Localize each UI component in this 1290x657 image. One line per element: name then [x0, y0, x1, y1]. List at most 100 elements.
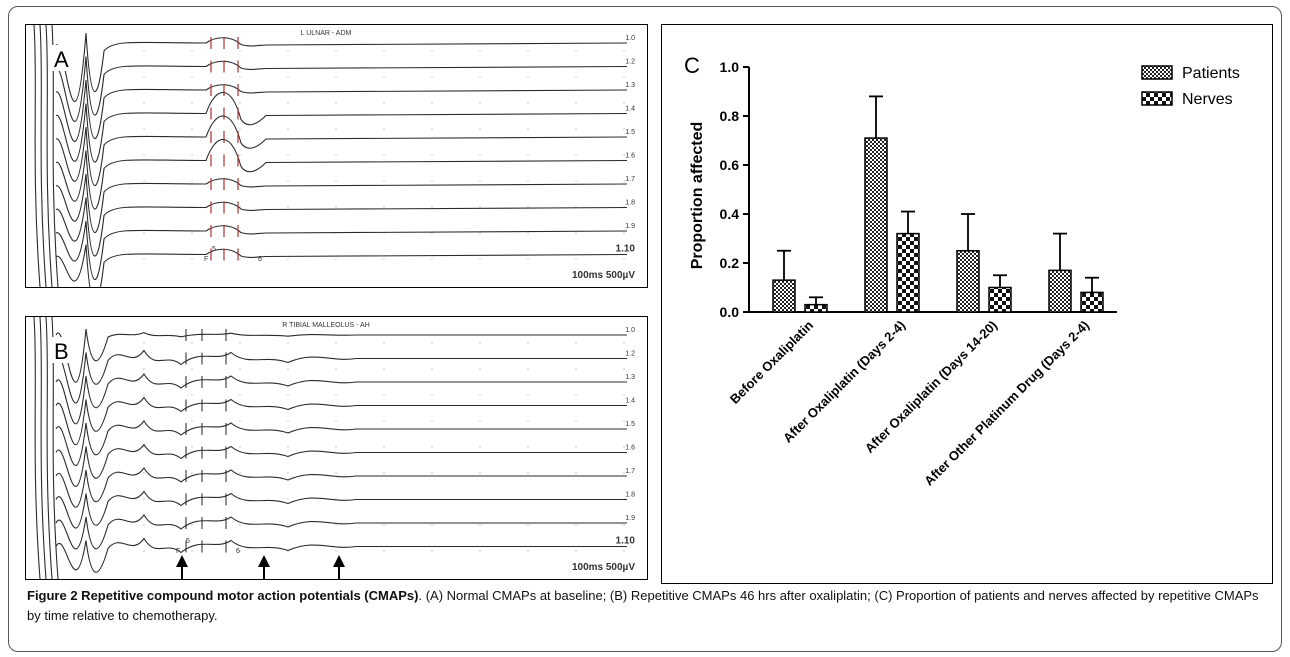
grid-dot	[287, 154, 289, 156]
cmap-trace	[55, 197, 628, 257]
grid-dot	[527, 50, 529, 52]
grid-dot	[575, 180, 577, 182]
grid-dot	[239, 128, 241, 130]
grid-dot	[623, 258, 625, 260]
bar-patients	[1048, 269, 1072, 313]
grid-dot	[191, 128, 193, 130]
trace-label: 1.6	[625, 153, 635, 160]
grid-dot	[575, 342, 577, 344]
panel-header: R TIBIAL MALLEOLUS - AH	[282, 322, 370, 329]
grid-dot	[527, 232, 529, 234]
grid-dot	[527, 524, 529, 526]
grid-dot	[287, 128, 289, 130]
grid-dot	[191, 50, 193, 52]
grid-dot	[287, 342, 289, 344]
legend-label: Patients	[1182, 65, 1240, 82]
grid-dot	[431, 154, 433, 156]
panel-a-ulnar-traces: L ULNAR - ADM 1.0 1.2 1.3 1.4 1.5 1.6 1.7 1.8 1.9…	[25, 24, 648, 288]
grid-dot	[623, 102, 625, 104]
grid-dot	[527, 102, 529, 104]
grid-dot	[623, 550, 625, 552]
grid-dot	[575, 550, 577, 552]
grid-dot	[383, 128, 385, 130]
grid-dot	[143, 232, 145, 234]
grid-dot	[143, 498, 145, 500]
grid-dot	[527, 76, 529, 78]
cmap-trace	[55, 173, 628, 233]
grid-dot	[143, 524, 145, 526]
grid-dot	[431, 102, 433, 104]
grid-dot	[239, 368, 241, 370]
grid-dot	[143, 472, 145, 474]
trace-label: 1.9	[625, 515, 635, 522]
panel-letter: C	[684, 53, 700, 78]
panel-b-svg: R TIBIAL MALLEOLUS - AH 1.0 1.2 1.3 1.4 1.5 1.…	[33, 317, 635, 579]
grid-dot	[383, 206, 385, 208]
grid-dot	[143, 154, 145, 156]
grid-dot	[479, 180, 481, 182]
grid-dot	[431, 394, 433, 396]
grid-dot	[479, 128, 481, 130]
grid-dot	[239, 102, 241, 104]
stimulus-artifact	[45, 317, 53, 579]
cmap-trace	[55, 514, 627, 550]
cmap-trace	[55, 349, 627, 404]
grid-dot	[479, 550, 481, 552]
grid-dot	[527, 342, 529, 344]
cmap-trace	[55, 244, 628, 287]
grid-dot	[239, 446, 241, 448]
grid-dot	[287, 50, 289, 52]
stimulus-artifact	[45, 25, 53, 287]
grid-dot	[287, 420, 289, 422]
grid-dot	[239, 232, 241, 234]
grid-dot	[575, 102, 577, 104]
grid-dot	[383, 76, 385, 78]
grid-dot	[527, 550, 529, 552]
grid-dot	[431, 206, 433, 208]
bar-nerves	[804, 303, 828, 313]
grid-dot	[335, 76, 337, 78]
trace-label: 1.8	[625, 200, 635, 207]
grid-dot	[335, 206, 337, 208]
grid-dot	[383, 102, 385, 104]
panel-c-bar-chart: C 0.0 0.2 0.4 0.6 0.8 1.0 Proportion affected Be…	[661, 24, 1273, 584]
grid-dot	[191, 472, 193, 474]
grid-dot	[575, 524, 577, 526]
grid-dot	[527, 446, 529, 448]
grid-dot	[479, 524, 481, 526]
grid-dot	[623, 76, 625, 78]
stimulus-artifact	[33, 317, 41, 579]
cmap-trace	[55, 396, 627, 446]
cmap-trace	[55, 467, 627, 508]
marker-label: 5	[186, 538, 190, 545]
grid-dot	[191, 368, 193, 370]
grid-dot	[431, 472, 433, 474]
grid-dot	[287, 498, 289, 500]
grid-dot	[623, 128, 625, 130]
legend-label: Nerves	[1182, 91, 1233, 108]
panel-header: L ULNAR - ADM	[301, 30, 352, 37]
figure-frame	[8, 6, 1282, 652]
grid-dot	[479, 394, 481, 396]
trace-label: 1.10	[616, 244, 636, 255]
scale-label: 100ms 500µV	[572, 270, 635, 281]
grid-dot	[335, 368, 337, 370]
grid-dot	[623, 368, 625, 370]
grid-dot	[143, 394, 145, 396]
scale-label: 100ms 500µV	[572, 562, 635, 573]
grid-dot	[479, 76, 481, 78]
y-tick-label: 0.2	[720, 255, 740, 271]
grid-dot	[575, 420, 577, 422]
grid-dot	[239, 472, 241, 474]
grid-dot	[383, 50, 385, 52]
cmap-trace	[55, 328, 627, 383]
grid-dot	[239, 420, 241, 422]
grid-dot	[527, 128, 529, 130]
grid-dot	[431, 420, 433, 422]
grid-dot	[623, 472, 625, 474]
grid-dot	[335, 420, 337, 422]
grid-dot	[431, 232, 433, 234]
grid-dot	[191, 76, 193, 78]
grid-dot	[431, 550, 433, 552]
bar-nerves	[988, 286, 1012, 313]
